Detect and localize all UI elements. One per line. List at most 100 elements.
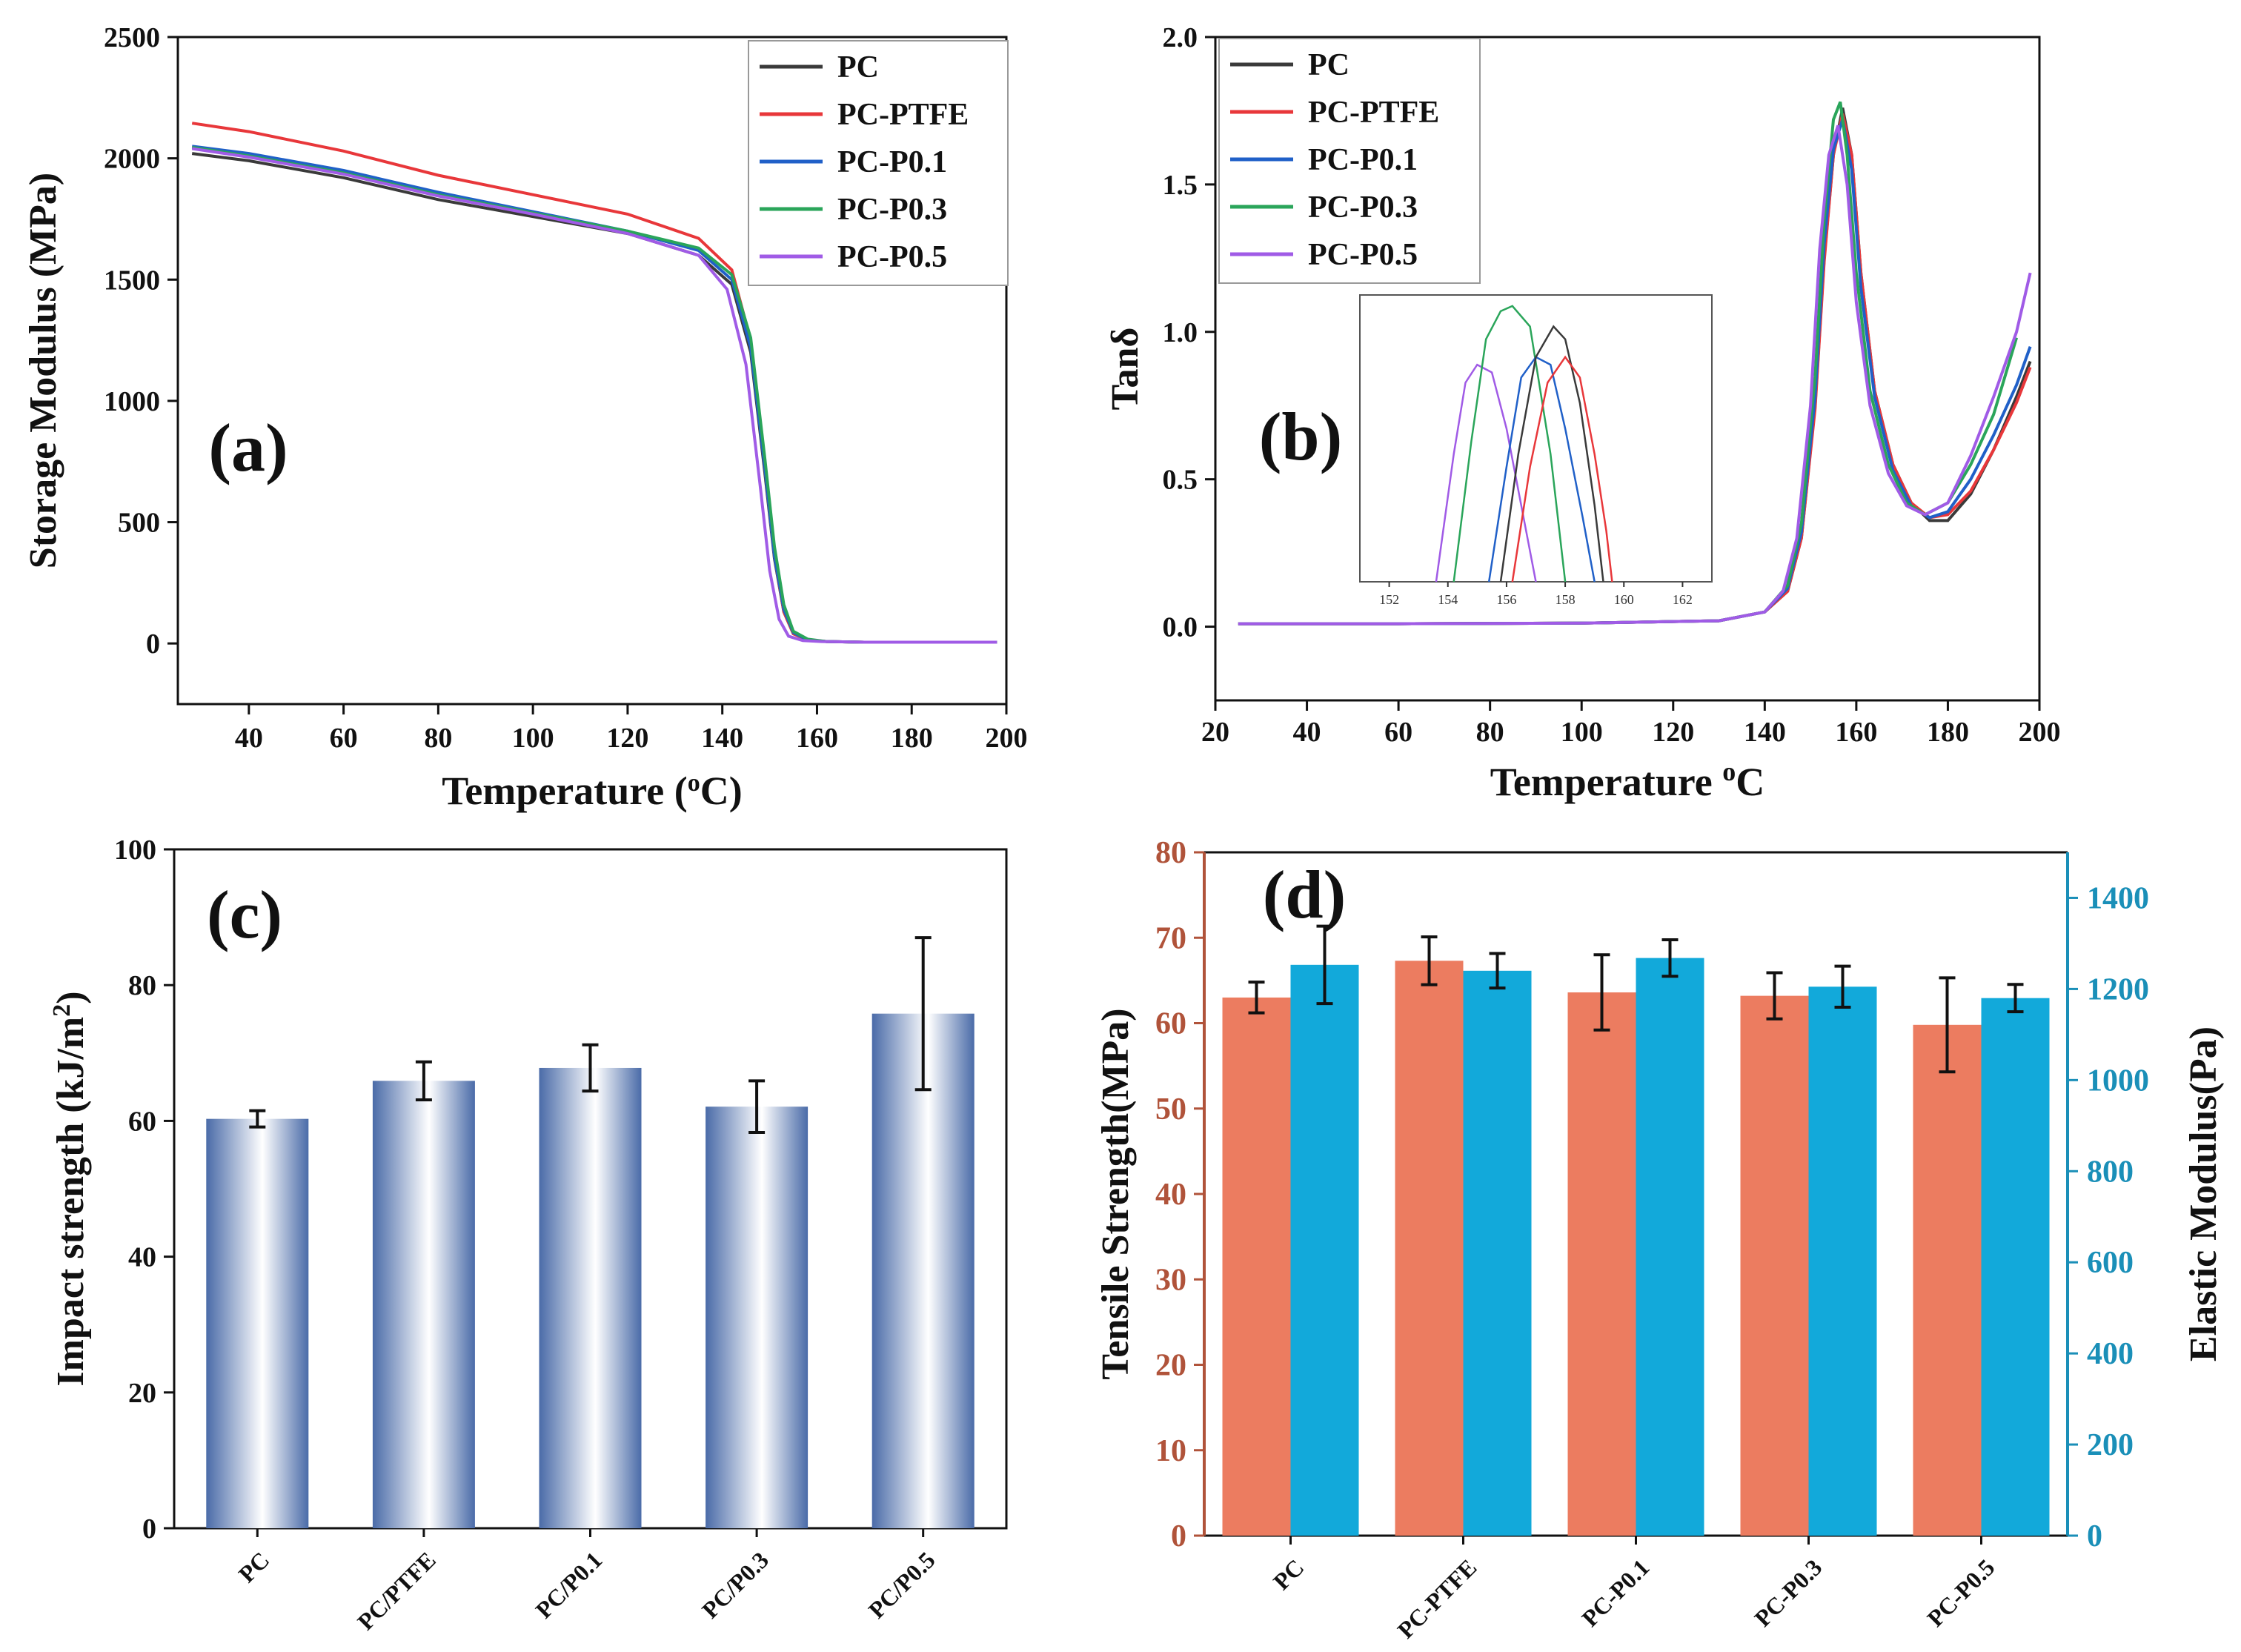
y-tick-label: 80 (1155, 836, 1186, 870)
y-tick-label: 20 (128, 1378, 156, 1409)
panel-label: (c) (207, 877, 282, 952)
y-tick-label: 1000 (104, 386, 160, 417)
legend-label: PC-P0.1 (837, 145, 947, 179)
x-axis-label: Temperature oC (1490, 757, 1764, 804)
x-tick-label: 180 (1927, 717, 1969, 748)
x-tick-label: PC/P0.1 (530, 1546, 607, 1623)
legend-label: PC-PTFE (1308, 96, 1439, 130)
legend-label: PC-P0.5 (1308, 238, 1418, 272)
x-tick-label: 80 (1476, 717, 1504, 748)
y2-tick-label: 1200 (2087, 972, 2149, 1006)
x-tick-label: PC/P0.5 (863, 1546, 940, 1623)
y-tick-label: 2000 (104, 144, 160, 175)
y-tick-label: 0.0 (1163, 612, 1198, 643)
panel-a: 40 60 80 100 120 140 160 180 2000500100015002000… (22, 22, 1028, 813)
y-tick-label: 2500 (104, 22, 160, 53)
y2-tick-label: 600 (2087, 1246, 2134, 1280)
y-tick-label: 2.0 (1163, 22, 1198, 53)
y-tick-label: 0 (142, 1513, 156, 1545)
x-axis-label-main: Temperature ( (442, 769, 687, 813)
x-tick-label: PC-P0.5 (1922, 1553, 1999, 1631)
y2-tick-label: 800 (2087, 1155, 2134, 1189)
y-tick-label: 0 (1171, 1519, 1186, 1553)
bar-PC/P0.3 (706, 1107, 809, 1528)
inset-x-tick-label: 154 (1438, 592, 1458, 607)
y2-tick-label: 200 (2087, 1428, 2134, 1462)
legend-label: PC-P0.3 (1308, 190, 1418, 225)
x-tick-label: 80 (424, 723, 452, 754)
x-tick-label: PC/PTFE (352, 1546, 441, 1635)
y-axis-label: Tensile Strength(MPa) (1095, 1008, 1137, 1379)
inset-series-PC-PTFE (1511, 355, 1613, 583)
y2-tick-label: 400 (2087, 1337, 2134, 1371)
panel-label: (a) (208, 410, 288, 485)
y-tick-label: 10 (1155, 1434, 1186, 1468)
y-tick-label: 80 (128, 970, 156, 1001)
legend-label: PC-P0.3 (837, 193, 947, 227)
inset-series-PC-P0.5 (1435, 363, 1537, 583)
x-tick-label: 200 (986, 723, 1028, 754)
panel-c: 0 20 40 60 80 100 PC PC/PTFE PC/P0.1 PC/P0.3 PC/P0… (48, 835, 1008, 1635)
x-tick-label: PC (233, 1546, 275, 1588)
y-axis-label: Storage Modulus (MPa) (22, 173, 64, 568)
panel-b: 20 40 60 80 100 120 140 160 180 200 0.0 0.5 1.0 1.5 2.… (1104, 22, 2061, 804)
x-tick-label: PC-P0.1 (1576, 1553, 1654, 1631)
x-tick-label: PC/P0.3 (697, 1546, 774, 1623)
inset-x-tick-label: 162 (1673, 592, 1693, 607)
x-axis-label-tail: C (1736, 760, 1764, 804)
x-tick-label: 180 (891, 723, 933, 754)
bar-PC-Elastic Modulus (1290, 964, 1359, 1536)
bar-PC-P0.1-Tensile Strength (1567, 992, 1636, 1536)
series-line-PC-P0.5 (191, 147, 997, 644)
bar-PC/P0.1 (539, 1067, 642, 1528)
y-tick-label: 1500 (104, 265, 160, 296)
y2-tick-label: 1400 (2087, 881, 2149, 915)
y-tick-label: 70 (1155, 921, 1186, 955)
x-tick-label: 20 (1201, 717, 1229, 748)
y-tick-label: 100 (114, 835, 156, 866)
x-tick-label: 40 (235, 723, 263, 754)
y-tick-label: 60 (1155, 1007, 1186, 1041)
y-tick-label: 60 (128, 1106, 156, 1137)
x-axis-label-sup: o (688, 769, 700, 797)
y-tick-label: 0 (146, 628, 160, 660)
x-tick-label: 160 (796, 723, 838, 754)
y-tick-label: 1.5 (1163, 170, 1198, 201)
legend-label: PC (1308, 48, 1349, 82)
y2-tick-label: 0 (2087, 1519, 2102, 1553)
x-tick-label: 160 (1835, 717, 1877, 748)
x-tick-label: 120 (606, 723, 648, 754)
bar-PC-P0.5-Elastic Modulus (1981, 998, 2050, 1536)
x-tick-label: 40 (1293, 717, 1321, 748)
x-tick-label: 140 (1744, 717, 1786, 748)
x-axis-label-tail: C) (700, 769, 743, 813)
y-axis-label-sup: 2 (48, 1004, 76, 1017)
y-tick-label: 50 (1155, 1092, 1186, 1127)
x-tick-label: 60 (1384, 717, 1412, 748)
panel-d: 0102030405060708002004006008001000120014… (1095, 836, 2225, 1643)
x-tick-label: PC-PTFE (1392, 1553, 1481, 1643)
inset-x-tick-label: 156 (1496, 592, 1516, 607)
legend-label: PC-P0.1 (1308, 143, 1418, 177)
bar-PC-P0.3-Elastic Modulus (1808, 986, 1877, 1536)
plot-frame (1214, 36, 2041, 702)
panel-label: (d) (1263, 857, 1346, 932)
y2-tick-label: 1000 (2087, 1064, 2149, 1098)
bar-PC/P0.5 (872, 1013, 975, 1528)
inset-series-PC-P0.1 (1487, 356, 1596, 583)
y-tick-label: 1.0 (1163, 317, 1198, 348)
series-line-PC-P0.5 (1238, 125, 2032, 626)
bar-PC-PTFE-Tensile Strength (1395, 961, 1464, 1536)
x-axis-label-sup: o (1722, 757, 1736, 786)
plot-frame (176, 36, 1008, 706)
inset-x-tick-label: 152 (1379, 592, 1399, 607)
y-tick-label: 30 (1155, 1263, 1186, 1297)
x-tick-label: 100 (512, 723, 554, 754)
y-tick-label: 500 (118, 508, 160, 539)
y-tick-label: 40 (128, 1242, 156, 1273)
bar-PC-PTFE-Elastic Modulus (1463, 970, 1532, 1536)
inset-series-PC (1499, 325, 1604, 583)
x-axis-label: Temperature (oC) (442, 769, 742, 813)
bar-PC/PTFE (372, 1081, 475, 1528)
bar-PC-P0.5-Tensile Strength (1913, 1024, 1982, 1536)
